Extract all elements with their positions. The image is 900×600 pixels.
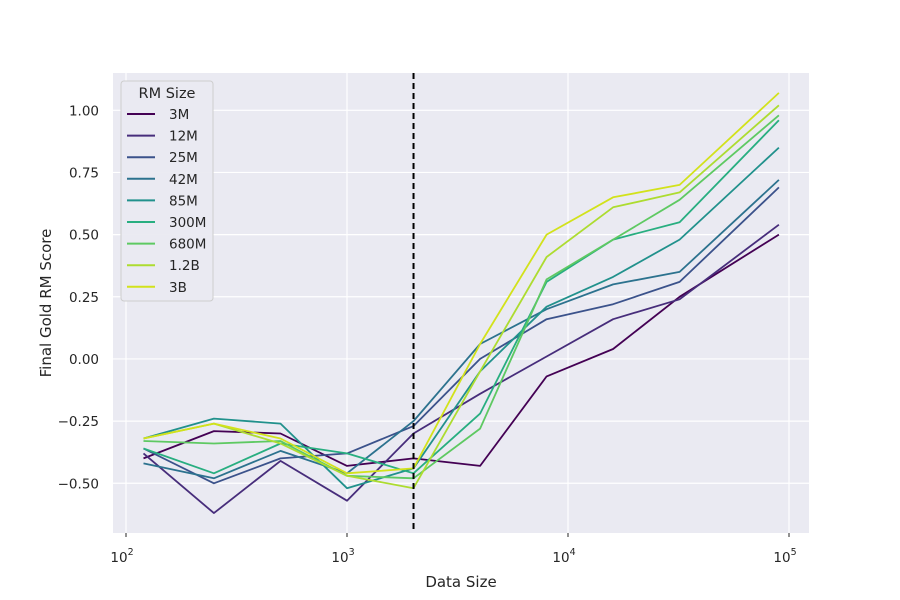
y-axis-title: Final Gold RM Score: [37, 229, 55, 378]
series-line-680M: [143, 114, 780, 480]
x-tick-label: 104: [552, 547, 575, 566]
plot-area: [113, 73, 809, 533]
y-tick-label: −0.50: [58, 476, 99, 492]
x-tick-label: 102: [110, 547, 133, 566]
y-tick-label: 1.00: [69, 103, 99, 119]
y-tick-label: −0.25: [58, 414, 99, 430]
legend-title: RM Size: [139, 86, 196, 102]
legend: RM Size 3M 12M 25M 42M 85M 300M 680M 1.2B 3B: [120, 80, 214, 302]
legend-label-300M: 300M: [169, 215, 206, 231]
y-tick-label: 0.75: [69, 165, 99, 181]
series-line-300M: [143, 119, 780, 475]
series-line-1.2B: [143, 104, 780, 490]
series-line-3M: [143, 233, 780, 467]
legend-items: 3M 12M 25M 42M 85M 300M 680M 1.2B 3B: [127, 107, 206, 296]
legend-label-12M: 12M: [169, 129, 198, 145]
legend-label-3M: 3M: [169, 107, 189, 123]
legend-label-680M: 680M: [169, 237, 206, 253]
y-tick-label: 0.00: [69, 352, 99, 368]
y-axis-ticks: −0.50 −0.25 0.00 0.25 0.50 0.75 1.00: [58, 103, 99, 492]
x-axis-ticks: 102 103 104 105: [110, 533, 797, 566]
y-tick-label: 0.25: [69, 290, 99, 306]
legend-label-25M: 25M: [169, 150, 198, 166]
legend-label-3B: 3B: [169, 280, 187, 296]
series-lines: [142, 92, 780, 514]
x-tick-label: 103: [331, 547, 354, 566]
series-line-25M: [143, 186, 780, 485]
series-line-12M: [142, 223, 780, 514]
legend-label-42M: 42M: [169, 172, 198, 188]
legend-label-1.2B: 1.2B: [169, 258, 200, 274]
legend-label-85M: 85M: [169, 193, 198, 209]
y-tick-label: 0.50: [69, 228, 99, 244]
x-axis-title: Data Size: [425, 573, 496, 591]
x-tick-label: 105: [773, 547, 796, 566]
series-line-42M: [143, 179, 780, 480]
series-line-3B: [143, 92, 780, 475]
series-line-85M: [143, 146, 780, 490]
